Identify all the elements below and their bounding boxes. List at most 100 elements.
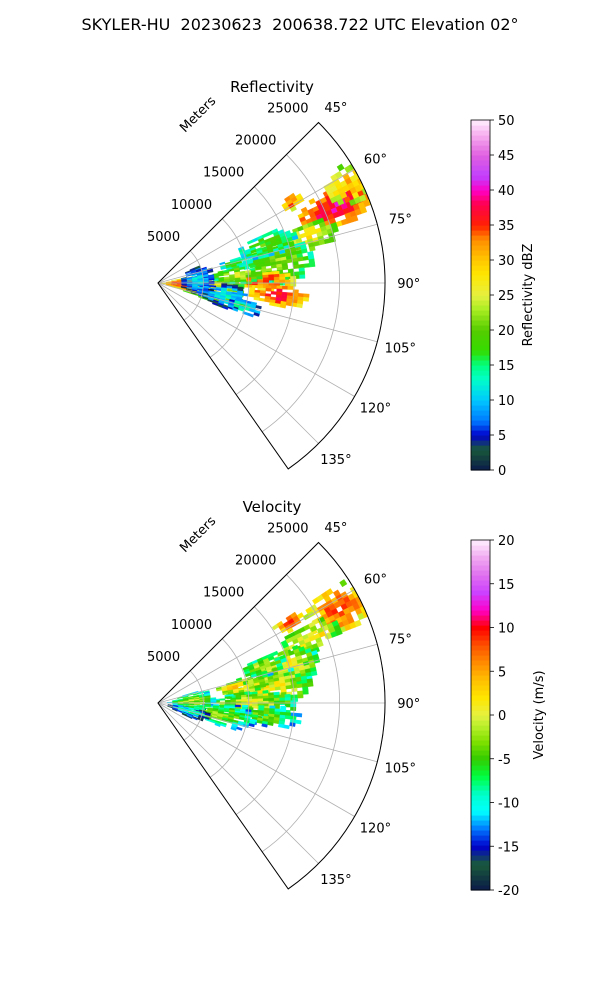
colorbar-segment [471,875,490,881]
colorbar-segment [471,690,490,696]
colorbar-segment [471,460,490,466]
radar-panel-reflectivity: 45° 60° 75° 90° 105° 120° 135° 5000 10000 15000 20… [147,78,536,479]
echo-cell [361,174,370,183]
colorbar-segment [471,850,490,856]
echo-cell [248,293,255,298]
colorbar-segment [471,555,490,561]
colorbar-segment [471,695,490,701]
echo-cell [268,274,275,278]
echo-cell [271,650,279,657]
echo-cell [282,265,289,271]
echo-cell [335,628,343,636]
colorbar-segment [471,440,490,446]
colorbar-tick-label: 40 [498,184,515,199]
echo-cell [183,704,190,706]
colorbar-segment [471,720,490,726]
echo-cell [284,697,291,701]
echo-cell [302,690,309,695]
range-ring [261,154,340,433]
echo-cell [204,713,211,717]
radar-panel-velocity: 45° 60° 75° 90° 105° 120° 135° 5000 10000 15000 20… [147,498,547,899]
colorbar-tick-label: 10 [498,622,515,637]
range-ring [209,638,250,778]
range-tick-label: 15000 [203,586,244,601]
azimuth-tick-label: 45° [324,521,347,536]
echo-cell [263,280,269,284]
colorbar-segment [471,655,490,661]
colorbar-segment [471,550,490,556]
colorbar-segment [471,575,490,581]
echo-cell [268,277,275,281]
colorbar-segment [471,840,490,846]
colorbar-segment [471,160,490,166]
echo-cell [336,198,345,206]
colorbar-segment [471,755,490,761]
azimuth-tick-label: 45° [324,101,347,116]
azimuth-tick-label: 105° [385,341,416,356]
echo-cell [279,276,286,281]
colorbar-segment [471,365,490,371]
colorbar-segment [471,310,490,316]
colorbar-segment [471,810,490,816]
echo-cell [271,285,278,290]
echo-cell [252,698,259,702]
colorbar-segment [471,385,490,391]
colorbar-segment [471,415,490,421]
echo-cell [270,291,277,295]
colorbar-segment [471,705,490,711]
echo-cell [241,699,248,702]
colorbar-segment [471,780,490,786]
echo-cell [307,682,314,687]
echo-cell [207,270,214,274]
echo-cell [232,307,239,312]
echo-cell [297,256,304,262]
echo-cell [296,712,303,718]
colorbar-segment [471,230,490,236]
echo-cluster [212,264,263,285]
colorbar-segment [471,375,490,381]
echo-cell [257,712,264,717]
echo-cell [278,249,286,255]
colorbar-segment [471,800,490,806]
echo-cell [298,267,305,272]
colorbar-tick-label: -20 [498,884,519,899]
colorbar-tick-label: 30 [498,254,515,269]
colorbar-segment [471,300,490,306]
echo-cell [284,715,292,720]
colorbar-segment [471,420,490,426]
echo-cell [234,279,241,283]
colorbar-segment [471,295,490,301]
range-tick-label: 5000 [147,230,180,245]
colorbar: 0 5 10 15 20 25 30 35 40 45 50 Reflectivity dBZ [470,114,536,479]
echo-cell [186,280,193,282]
echo-cell [244,691,251,695]
echo-cell [285,301,293,307]
azimuth-spoke [157,589,355,704]
echo-cell [252,703,259,707]
colorbar-segment [471,855,490,861]
colorbar-segment [471,830,490,836]
echo-cell [251,278,258,282]
echo-cell [276,285,283,290]
colorbar-segment [471,125,490,131]
echo-cell [362,597,371,606]
colorbar-segment [471,600,490,606]
echo-cell [265,288,272,292]
colorbar-segment [471,285,490,291]
echo-cell [363,166,372,176]
colorbar-segment [471,680,490,686]
echo-cell [274,686,281,691]
colorbar-segment [471,155,490,161]
colorbar-segment [471,580,490,586]
echo-cell [223,706,230,709]
echo-cell [258,297,266,302]
colorbar-segment [471,390,490,396]
colorbar-segment [471,765,490,771]
colorbar-segment [471,380,490,386]
colorbar-segment [471,870,490,876]
colorbar-tick-label: -5 [498,753,511,768]
echo-cluster [281,192,305,213]
echo-cell [293,271,300,276]
echo-cell [302,255,309,261]
colorbar-segment [471,860,490,866]
